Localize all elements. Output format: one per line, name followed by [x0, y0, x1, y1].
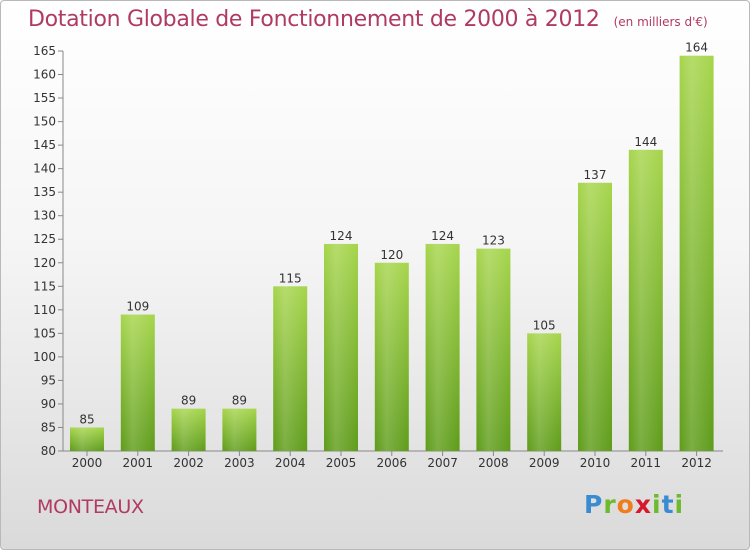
- bar-highlight: [476, 248, 511, 451]
- bar-value-label: 123: [482, 234, 505, 248]
- y-tick-label: 95: [41, 373, 56, 387]
- logo-letter: P: [584, 490, 604, 519]
- y-tick-label: 125: [33, 232, 56, 246]
- x-tick-label: 2009: [529, 456, 560, 470]
- y-tick-label: 155: [33, 91, 56, 105]
- y-tick-label: 80: [41, 444, 56, 458]
- y-tick-label: 115: [33, 279, 56, 293]
- bar-highlight: [120, 314, 155, 451]
- y-tick-label: 110: [33, 303, 56, 317]
- x-tick-label: 2001: [123, 456, 154, 470]
- x-tick-label: 2008: [478, 456, 509, 470]
- y-tick-label: 145: [33, 138, 56, 152]
- y-tick-label: 105: [33, 326, 56, 340]
- y-tick-label: 140: [33, 162, 56, 176]
- chart-title: Dotation Globale de Fonctionnement de 20…: [28, 7, 708, 32]
- bar-highlight: [679, 55, 714, 452]
- bar-value-label: 89: [232, 394, 247, 408]
- y-tick-label: 130: [33, 209, 56, 223]
- bar-value-label: 89: [181, 394, 196, 408]
- logo-letter: t: [661, 490, 675, 519]
- y-tick-label: 135: [33, 185, 56, 199]
- bar-highlight: [70, 427, 104, 451]
- bar-value-label: 144: [634, 135, 657, 149]
- x-tick-label: 2011: [631, 456, 662, 470]
- y-tick-label: 160: [33, 68, 56, 82]
- x-tick-label: 2002: [173, 456, 204, 470]
- x-tick-label: 2003: [224, 456, 255, 470]
- bar-highlight: [425, 243, 460, 451]
- x-tick-label: 2004: [275, 456, 306, 470]
- x-tick-label: 2006: [377, 456, 408, 470]
- x-tick-label: 2005: [326, 456, 357, 470]
- y-tick-label: 120: [33, 256, 56, 270]
- bar-value-label: 109: [126, 300, 149, 314]
- bar-value-label: 115: [279, 271, 302, 285]
- data-labels: 85 109 89 89 115 124 120 124 123 105 137 144 164: [79, 41, 708, 427]
- bar-highlight: [324, 243, 358, 451]
- x-axis: 2000 2001 2002 2003 2004 2005 2006 2007 2008 2009…: [63, 450, 723, 470]
- x-tick-label: 2012: [681, 456, 712, 470]
- bar-highlight: [578, 182, 612, 451]
- y-tick-label: 150: [33, 115, 56, 129]
- bar-highlight: [171, 408, 206, 451]
- logo-letter: i: [674, 490, 685, 519]
- bar-value-label: 124: [330, 229, 353, 243]
- bar-value-label: 124: [431, 229, 454, 243]
- bar-value-label: 120: [380, 248, 403, 262]
- bar-value-label: 85: [79, 412, 94, 426]
- logo-letter: i: [652, 490, 662, 519]
- y-tick-label: 100: [33, 350, 56, 364]
- bar-highlight: [222, 408, 257, 451]
- chart-unit-note: (en milliers d'€): [613, 15, 708, 29]
- chart-title-text: Dotation Globale de Fonctionnement de 20…: [28, 7, 600, 32]
- bar-highlight: [628, 149, 663, 451]
- x-tick-label: 2000: [72, 456, 103, 470]
- bar-value-label: 137: [584, 168, 607, 182]
- commune-name: MONTEAUX: [37, 496, 144, 518]
- y-tick-label: 165: [33, 44, 56, 58]
- bar-value-label: 105: [533, 318, 556, 332]
- y-axis: 80 85 90 95 100 105 110 115 120 125 130 135 140 145 15…: [33, 44, 64, 458]
- bar-highlight: [273, 286, 308, 451]
- y-tick-label: 85: [41, 420, 56, 434]
- x-tick-label: 2007: [427, 456, 458, 470]
- logo-letter: x: [634, 490, 652, 519]
- bars: [70, 55, 714, 452]
- proxiti-logo: Proxiti: [584, 490, 684, 519]
- x-tick-label: 2010: [580, 456, 611, 470]
- bar-value-label: 164: [685, 41, 708, 55]
- y-tick-label: 90: [41, 397, 56, 411]
- bar-highlight: [527, 333, 562, 451]
- bar-highlight: [374, 262, 409, 451]
- logo-letter: o: [616, 490, 635, 519]
- logo-letter: r: [603, 490, 617, 519]
